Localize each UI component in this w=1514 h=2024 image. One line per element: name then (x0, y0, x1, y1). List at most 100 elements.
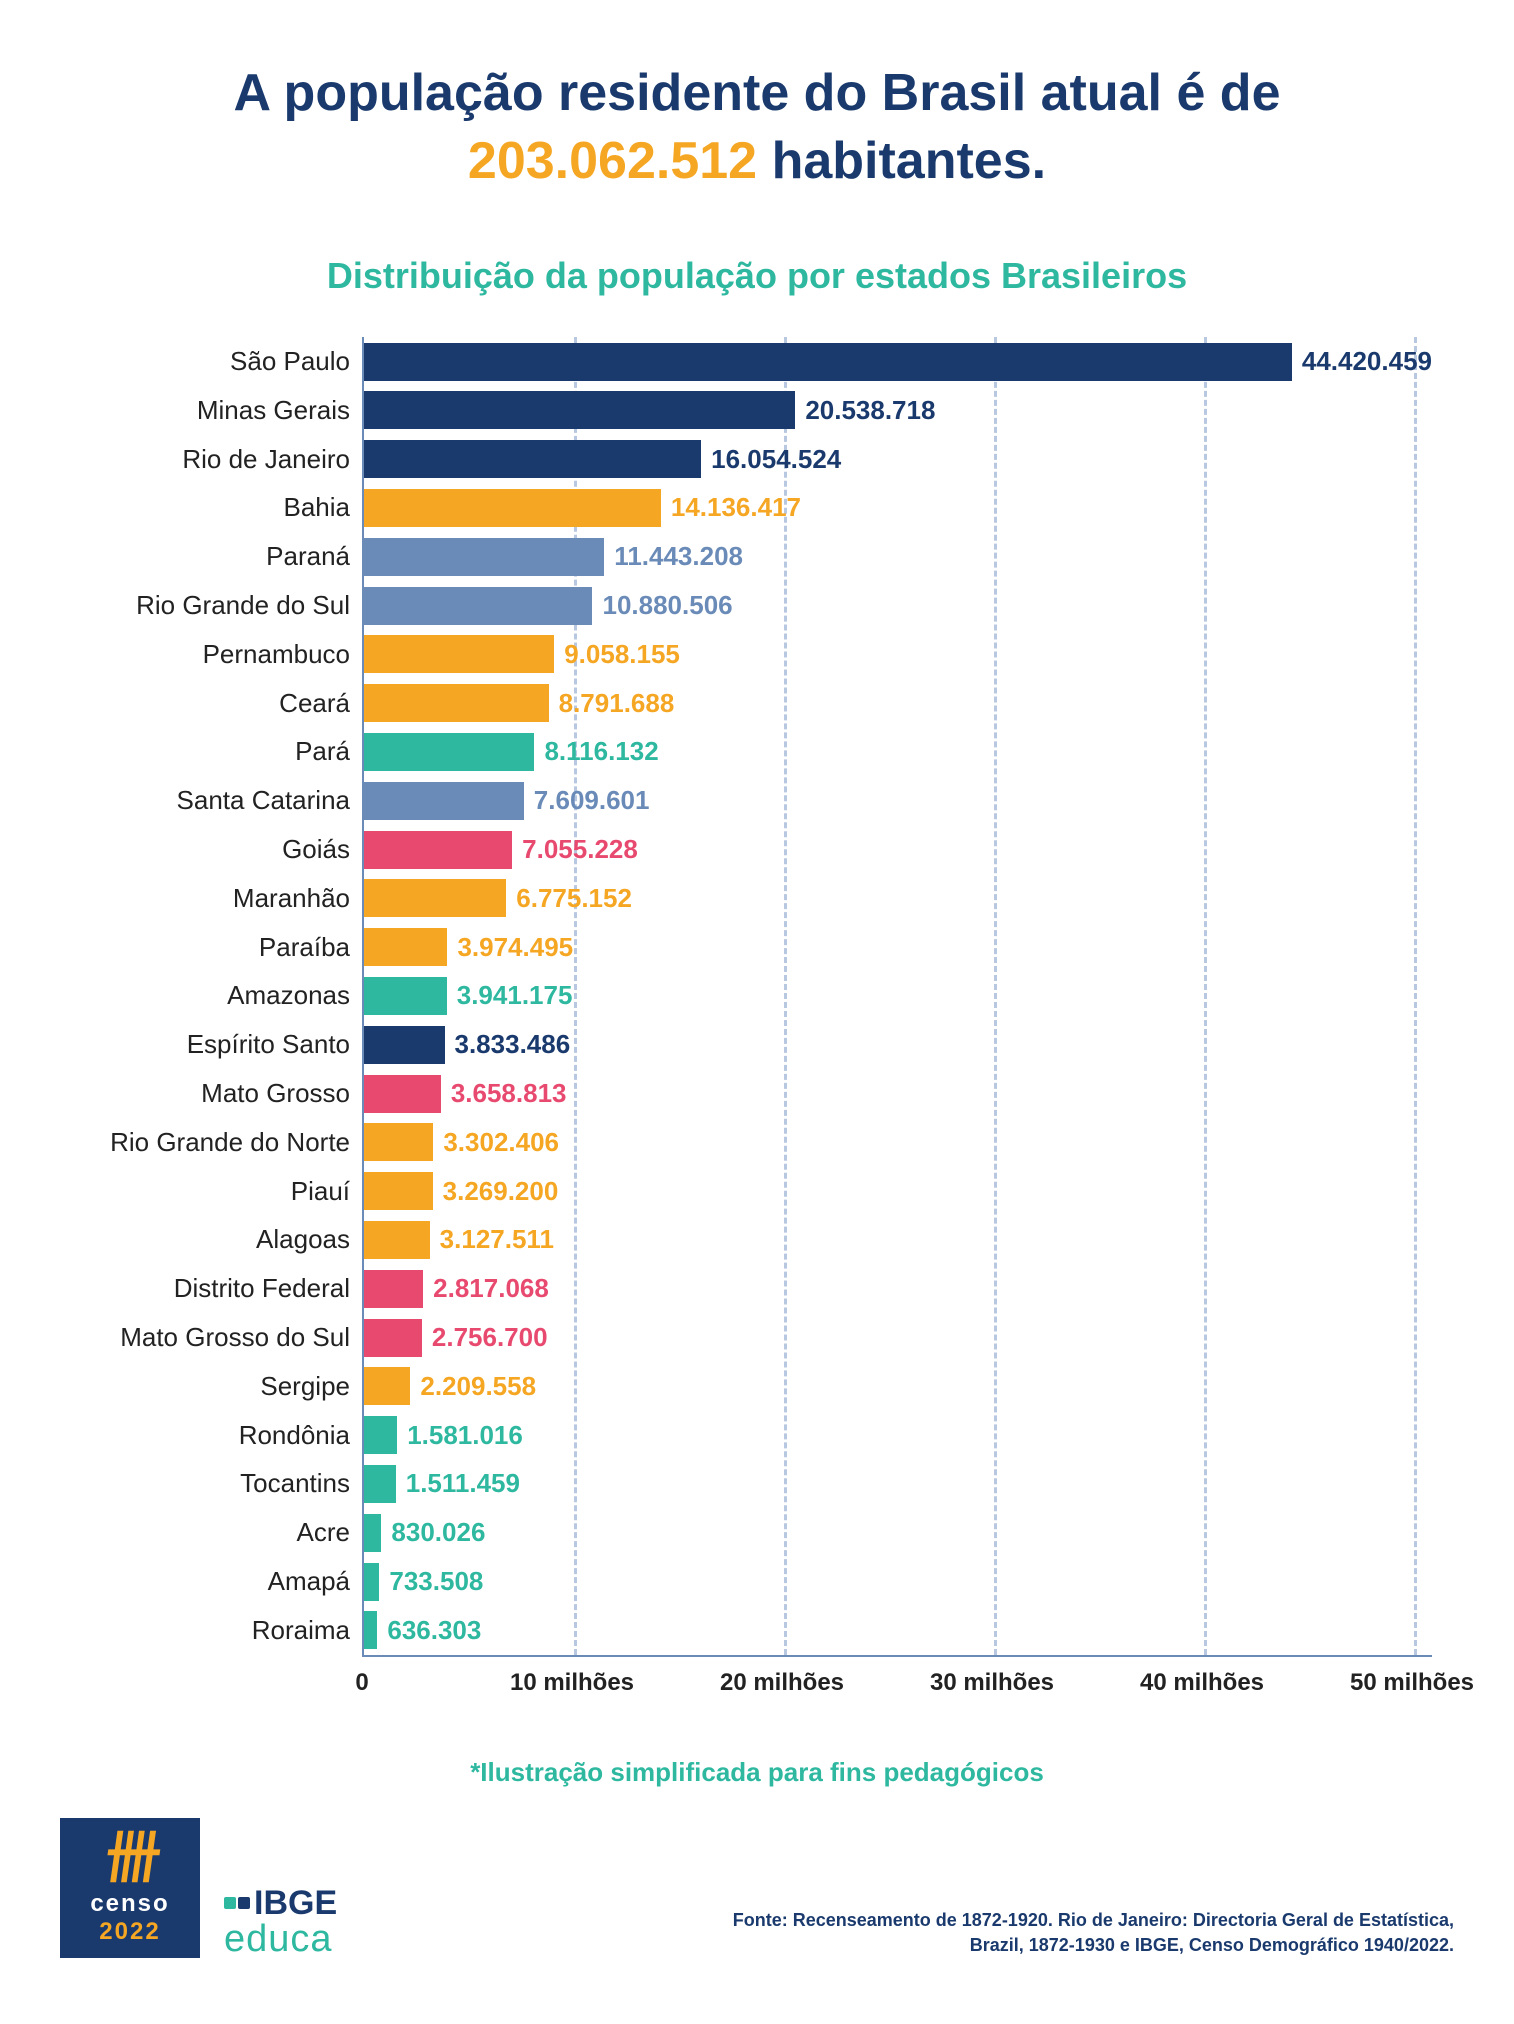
x-tick-label: 20 milhões (720, 1669, 844, 1697)
bar-row: Acre830.026 (364, 1508, 1432, 1557)
bar-label: Paraíba (259, 932, 364, 963)
logo-ibge-educa: IBGE educa (224, 1886, 337, 1958)
bar-chart: São Paulo44.420.459Minas Gerais20.538.71… (362, 337, 1432, 1657)
bar-label: Bahia (284, 492, 365, 523)
chart-container: São Paulo44.420.459Minas Gerais20.538.71… (82, 337, 1432, 1707)
bar-row: Rondônia1.581.016 (364, 1411, 1432, 1460)
bar-row: Sergipe2.209.558 (364, 1362, 1432, 1411)
bar-value: 3.941.175 (447, 980, 573, 1011)
x-tick-label: 40 milhões (1140, 1669, 1264, 1697)
educa-text: educa (224, 1920, 337, 1958)
logo-group: 卌 censo 2022 IBGE educa (60, 1818, 337, 1958)
bar (364, 343, 1292, 381)
bar (364, 977, 447, 1015)
bar-label: Pernambuco (203, 639, 364, 670)
bar-label: Rio Grande do Norte (110, 1127, 364, 1158)
bar-label: Rio Grande do Sul (136, 590, 364, 621)
bar (364, 391, 795, 429)
bar-value: 3.658.813 (441, 1078, 567, 1109)
bar-label: Acre (297, 1517, 364, 1548)
bar-label: Mato Grosso (201, 1078, 364, 1109)
bar (364, 489, 661, 527)
bar (364, 440, 701, 478)
bar-label: Minas Gerais (197, 395, 364, 426)
bar (364, 831, 512, 869)
bar-label: Tocantins (240, 1468, 364, 1499)
ibge-dots-icon (224, 1897, 250, 1909)
bar (364, 879, 506, 917)
bar-value: 3.127.511 (430, 1224, 554, 1255)
bar-row: Minas Gerais20.538.718 (364, 386, 1432, 435)
footer: 卌 censo 2022 IBGE educa Fonte: Recenseam… (60, 1818, 1454, 1958)
bar-row: Rio Grande do Sul10.880.506 (364, 581, 1432, 630)
bar (364, 1172, 433, 1210)
bar-label: Alagoas (256, 1224, 364, 1255)
x-tick-label: 0 (355, 1669, 368, 1697)
bar-value: 44.420.459 (1292, 346, 1432, 377)
tally-icon: 卌 (101, 1830, 159, 1886)
bar (364, 1465, 396, 1503)
bar-row: Mato Grosso3.658.813 (364, 1069, 1432, 1118)
bar-row: Maranhão6.775.152 (364, 874, 1432, 923)
censo-text: censo (90, 1890, 169, 1918)
bar-value: 7.609.601 (524, 785, 650, 816)
bar-label: Espírito Santo (187, 1029, 364, 1060)
bar-label: Pará (295, 736, 364, 767)
bar-row: Distrito Federal2.817.068 (364, 1264, 1432, 1313)
bar-value: 1.581.016 (397, 1420, 523, 1451)
bar (364, 1075, 441, 1113)
bar-row: Espírito Santo3.833.486 (364, 1020, 1432, 1069)
title-number: 203.062.512 (468, 132, 757, 190)
disclaimer-text: *Ilustração simplificada para fins pedag… (60, 1757, 1454, 1788)
bar-row: Pernambuco9.058.155 (364, 630, 1432, 679)
x-tick-label: 50 milhões (1350, 1669, 1474, 1697)
bar-value: 11.443.208 (604, 541, 743, 572)
bar-row: São Paulo44.420.459 (364, 337, 1432, 386)
bar-row: Mato Grosso do Sul2.756.700 (364, 1313, 1432, 1362)
bar-label: Mato Grosso do Sul (120, 1322, 364, 1353)
bar-label: São Paulo (230, 346, 364, 377)
bar-label: Maranhão (233, 883, 364, 914)
title-suffix: habitantes. (772, 132, 1047, 190)
bar-label: Piauí (291, 1176, 364, 1207)
bar-label: Sergipe (260, 1371, 364, 1402)
bar-label: Ceará (279, 688, 364, 719)
title-prefix: A população residente do Brasil atual é … (233, 64, 1280, 122)
bar-row: Tocantins1.511.459 (364, 1460, 1432, 1509)
bar-label: Roraima (252, 1615, 364, 1646)
bar-value: 8.116.132 (534, 736, 658, 767)
bar (364, 733, 534, 771)
bar-row: Alagoas3.127.511 (364, 1216, 1432, 1265)
bar-value: 14.136.417 (661, 492, 801, 523)
bar-value: 8.791.688 (549, 688, 675, 719)
bar-row: Paraná11.443.208 (364, 532, 1432, 581)
bar (364, 1270, 423, 1308)
bar (364, 1026, 445, 1064)
bar-value: 3.974.495 (447, 932, 573, 963)
bar-value: 3.833.486 (445, 1029, 571, 1060)
bar-value: 7.055.228 (512, 834, 638, 865)
bar-row: Goiás7.055.228 (364, 825, 1432, 874)
source-citation: Fonte: Recenseamento de 1872-1920. Rio d… (694, 1908, 1454, 1958)
bar-label: Paraná (266, 541, 364, 572)
bar-row: Bahia14.136.417 (364, 484, 1432, 533)
x-tick-label: 30 milhões (930, 1669, 1054, 1697)
bar (364, 1123, 433, 1161)
bar (364, 928, 447, 966)
bar-value: 3.269.200 (433, 1176, 559, 1207)
bar-value: 733.508 (379, 1566, 483, 1597)
bar-row: Santa Catarina7.609.601 (364, 776, 1432, 825)
bar-row: Ceará8.791.688 (364, 679, 1432, 728)
ibge-text: IBGE (254, 1886, 337, 1920)
bar (364, 1319, 422, 1357)
bar-label: Santa Catarina (177, 785, 364, 816)
bar (364, 1514, 381, 1552)
bar (364, 1367, 410, 1405)
main-title: A população residente do Brasil atual é … (60, 60, 1454, 195)
bar (364, 538, 604, 576)
bar-row: Piauí3.269.200 (364, 1167, 1432, 1216)
bar (364, 1563, 379, 1601)
bar-value: 2.756.700 (422, 1322, 548, 1353)
bar (364, 1221, 430, 1259)
bar (364, 635, 554, 673)
